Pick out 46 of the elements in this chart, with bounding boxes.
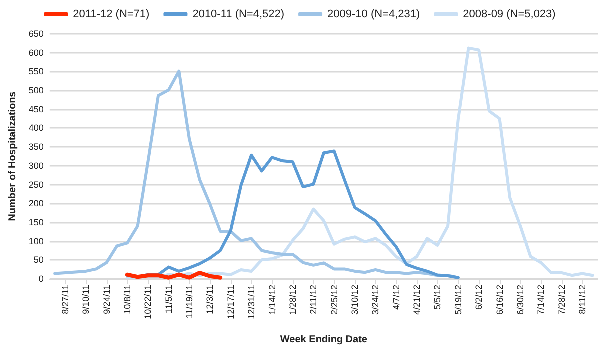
- y-tick-label: 500: [28, 86, 44, 96]
- x-tick-label: 2/25/12: [329, 285, 340, 316]
- x-tick-label: 4/21/12: [412, 285, 422, 316]
- y-tick-label: 250: [28, 180, 44, 190]
- x-tick-label: 12/3/11: [205, 285, 216, 314]
- x-tick-label: 6/16/12: [494, 285, 505, 316]
- x-tick-label: 9/24/11: [102, 285, 112, 314]
- y-tick-label: 600: [28, 48, 44, 58]
- x-tick-label: 5/5/12: [432, 285, 443, 310]
- y-tick-label: 300: [28, 160, 44, 171]
- x-tick-label: 1/28/12: [288, 285, 298, 316]
- legend-label: 2011-12 (N=71): [73, 8, 150, 20]
- x-axis-title: Week Ending Date: [280, 334, 368, 346]
- x-tick-label: 7/14/12: [536, 285, 546, 316]
- x-tick-label: 1/14/12: [267, 285, 278, 316]
- x-tick-label: 2/11/12: [308, 285, 319, 314]
- legend-label: 2009-10 (N=4,231): [328, 8, 420, 20]
- y-tick-label: 100: [28, 236, 44, 246]
- y-tick-label: 200: [28, 198, 44, 209]
- y-tick-label: 400: [28, 123, 44, 134]
- x-tick-label: 5/19/12: [453, 285, 464, 316]
- legend-label: 2010-11 (N=4,522): [192, 8, 285, 20]
- x-tick-label: 3/24/12: [370, 285, 381, 316]
- x-tick-label: 11/5/11: [164, 285, 174, 314]
- x-tick-label: 10/8/11: [122, 285, 132, 314]
- y-tick-label: 50: [34, 255, 44, 266]
- y-axis-title: Number of Hospitalizations: [8, 91, 18, 222]
- y-tick-label: 550: [28, 66, 44, 77]
- x-tick-label: 4/7/12: [391, 285, 402, 310]
- x-tick-label: 6/2/12: [474, 285, 484, 310]
- x-tick-label: 3/10/12: [350, 285, 360, 316]
- y-tick-label: 650: [28, 29, 44, 39]
- x-tick-label: 6/30/12: [515, 285, 526, 316]
- x-tick-label: 9/10/11: [81, 285, 92, 314]
- x-tick-label: 8/27/11: [60, 285, 70, 314]
- x-tick-label: 11/19/11: [184, 285, 195, 319]
- x-tick-label: 7/28/12: [556, 285, 567, 316]
- y-tick-label: 0: [38, 274, 44, 284]
- x-tick-label: 10/22/11: [143, 285, 154, 320]
- x-tick-label: 8/11/12: [577, 285, 588, 314]
- x-tick-label: 12/31/11: [246, 285, 257, 320]
- x-tick-label: 12/17/11: [226, 285, 236, 320]
- y-tick-label: 150: [28, 217, 44, 228]
- legend-label: 2008-09 (N=5,023): [463, 8, 556, 20]
- y-tick-label: 350: [28, 142, 44, 152]
- y-tick-label: 450: [28, 104, 44, 114]
